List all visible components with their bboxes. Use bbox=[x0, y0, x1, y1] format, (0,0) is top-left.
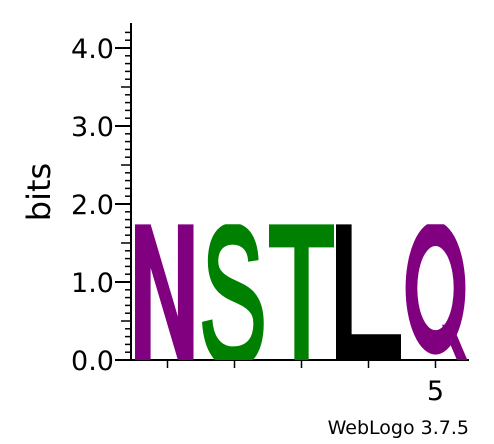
y-tick-label: 1.0 bbox=[71, 268, 114, 299]
letter-q bbox=[405, 224, 468, 360]
y-axis-title: bits bbox=[20, 163, 58, 221]
x-axis: 5 bbox=[131, 359, 469, 407]
y-axis: 0.0 1.0 2.0 3.0 4.0 bbox=[71, 23, 132, 377]
letter-s bbox=[202, 224, 264, 360]
letter-l bbox=[336, 224, 401, 360]
y-tick-label: 3.0 bbox=[71, 112, 114, 143]
weblogo-credit: WebLogo 3.7.5 bbox=[328, 417, 469, 439]
letter-stacks bbox=[135, 224, 468, 360]
letter-n bbox=[135, 224, 194, 360]
y-tick-label: 0.0 bbox=[71, 346, 114, 377]
y-tick-label: 2.0 bbox=[71, 190, 114, 221]
x-tick-label: 5 bbox=[427, 376, 444, 407]
letter-t bbox=[269, 224, 334, 360]
y-tick-label: 4.0 bbox=[71, 34, 114, 65]
